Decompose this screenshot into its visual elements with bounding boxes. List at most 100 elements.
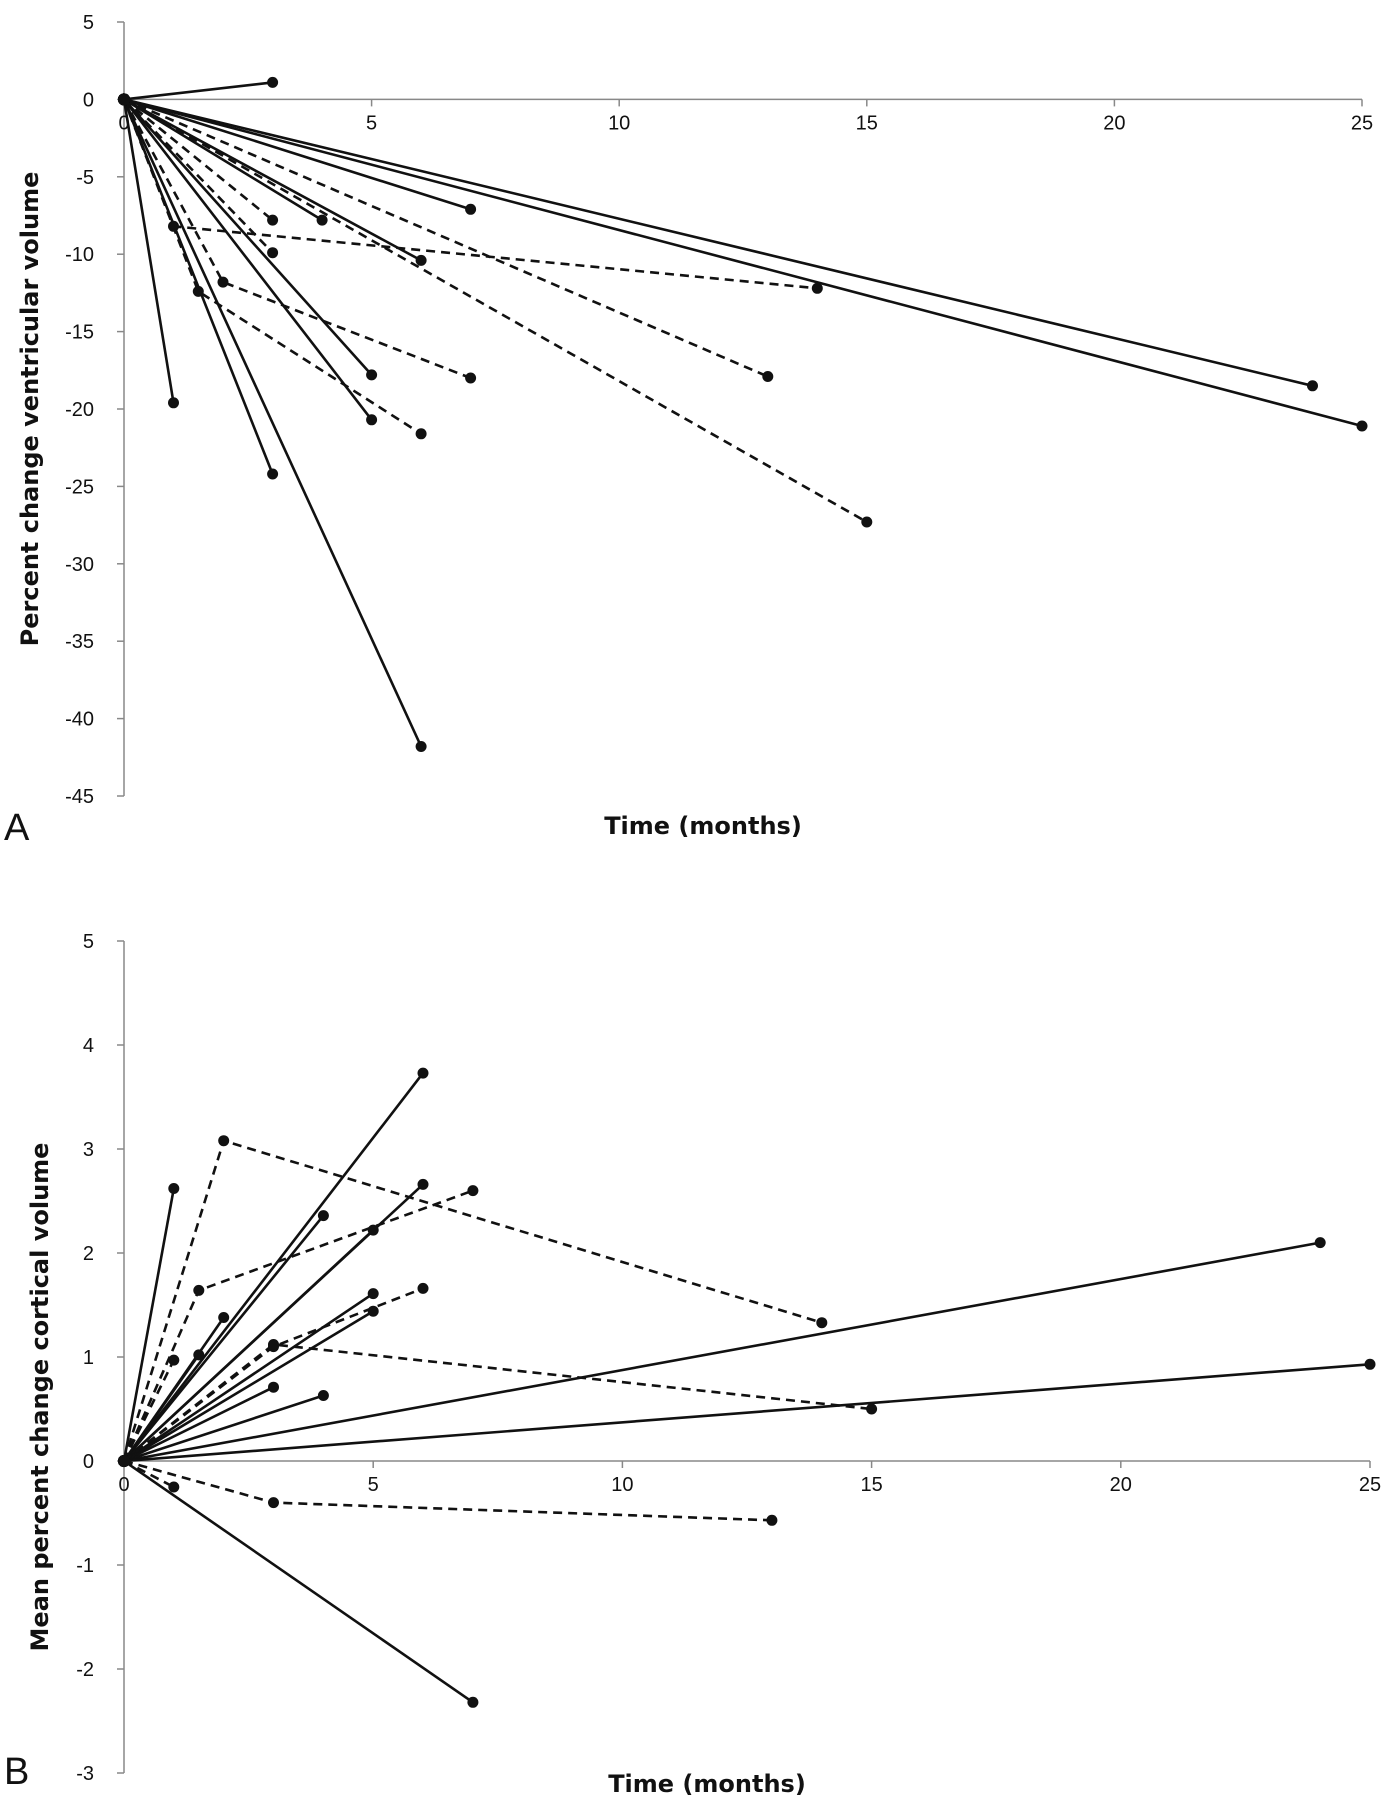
- panel-a-y-tick-label: -35: [65, 631, 94, 653]
- panel-a-series-12-line: [123, 98, 274, 222]
- panel-a-y-tick-label: -10: [65, 244, 94, 266]
- panel-b-series-12-line: [123, 1241, 1321, 1463]
- panel-b-series-1-point: [168, 1183, 180, 1194]
- panel-b-y-tick-label: -2: [76, 1659, 94, 1681]
- panel-b-series-3-line: [122, 1214, 325, 1462]
- panel-a-series-16-point: [465, 372, 477, 384]
- panel-a-y-tick-label: -25: [65, 476, 94, 498]
- panel-b-series-2-point: [417, 1067, 429, 1079]
- panel-b-series-2-line: [122, 1072, 425, 1462]
- panel-a-series-6-point: [465, 203, 477, 215]
- panel-a-y-axis-title: Percent change ventricular volume: [16, 172, 44, 647]
- panel-b-series-21-point: [118, 1455, 130, 1467]
- panel-a-x-tick-label: 20: [1103, 112, 1125, 134]
- panel-b-y-tick-label: 0: [83, 1451, 94, 1473]
- panel-a-series-5-point: [316, 214, 328, 226]
- panel-b-series-6-line: [123, 1292, 374, 1463]
- panel-b-series-lines: [122, 1072, 1371, 1704]
- panel-b-label: B: [4, 1751, 29, 1793]
- panel-a-series-4-line: [122, 98, 423, 748]
- panel-a-x-tick-label: 10: [608, 112, 630, 134]
- panel-a-series-10-point: [1307, 380, 1318, 392]
- panel-a-y-tick-label: -30: [65, 554, 94, 576]
- panel-b-series-7-point: [367, 1305, 379, 1317]
- panel-b-series-10-point: [218, 1312, 230, 1323]
- panel-a-series-8-line: [123, 98, 373, 376]
- panel-b-series-21-point: [268, 1497, 279, 1509]
- panel-a-y-tick-label: -40: [65, 709, 94, 731]
- panel-a-data-points: [118, 76, 1368, 752]
- panel-b-x-tick-label: 25: [1359, 1474, 1381, 1496]
- panel-b-x-tick-label: 0: [118, 1474, 129, 1496]
- panel-b-series-20-line: [123, 1459, 175, 1489]
- panel-b-series-3-point: [317, 1210, 329, 1222]
- panel-a-series-13-line: [123, 98, 274, 254]
- panel-b-series-11-point: [193, 1349, 205, 1361]
- panel-a-series-1-line: [123, 81, 273, 101]
- panel-b-y-tick-label: 5: [83, 931, 94, 953]
- panel-a-series-17-point: [762, 371, 774, 382]
- panel-b-x-axis-title: Time (months): [608, 1770, 806, 1798]
- panel-b-series-12-point: [1314, 1237, 1326, 1249]
- panel-a-tick-labels: 5 0 -5 -10 -15 -20 -25 -30 -35 -40 -45 0 5 10 15 20 25: [65, 12, 1373, 808]
- panel-b-x-tick-label: 5: [368, 1474, 379, 1496]
- panel-b-x-tick-label: 20: [1110, 1474, 1132, 1496]
- panel-a-series-11-point: [1356, 420, 1368, 432]
- panel-b-series-8-line: [123, 1386, 275, 1463]
- panel-b-series-6-point: [367, 1288, 379, 1300]
- panel-b-series-9-point: [317, 1390, 329, 1401]
- panel-b-series-21-point: [766, 1514, 778, 1526]
- panel-b-y-tick-label: 2: [83, 1243, 94, 1265]
- panel-b-series-14-point: [467, 1696, 479, 1708]
- panel-a-chart: 5 0 -5 -10 -15 -20 -25 -30 -35 -40 -45 0 5 10 15 20 25 T…: [4, 12, 1373, 849]
- panel-a-y-tick-label: -20: [65, 399, 94, 421]
- panel-a-y-tick-label: 0: [83, 89, 94, 111]
- panel-b-series-1-line: [122, 1188, 176, 1462]
- panel-b-series-18-point: [417, 1282, 429, 1294]
- panel-a-series-15-point: [415, 428, 427, 440]
- panel-a-series-2-point: [168, 397, 179, 409]
- panel-a-series-18-point: [861, 516, 873, 528]
- panel-b-series-15-point: [816, 1317, 828, 1329]
- panel-a-series-14-point: [811, 282, 823, 294]
- panel-b-series-21-line: [123, 1459, 772, 1522]
- panel-a-series-18-point: [118, 93, 130, 106]
- panel-b-series-16-point: [467, 1185, 479, 1197]
- panel-a-series-7-point: [415, 254, 427, 266]
- panel-b-series-13-point: [1364, 1358, 1376, 1370]
- panel-a-x-tick-label: 0: [118, 112, 129, 134]
- panel-b-series-19-point: [866, 1403, 878, 1415]
- panel-a-series-7-line: [123, 98, 422, 262]
- panel-a-series-2-line: [122, 99, 175, 404]
- panel-a-series-9-line: [122, 98, 373, 421]
- panel-a-series-3-point: [267, 468, 279, 480]
- panel-b-y-tick-label: 1: [83, 1347, 94, 1369]
- panel-a-y-tick-label: -5: [76, 167, 94, 189]
- panel-a-label: A: [4, 807, 30, 849]
- panel-a-x-tick-label: 5: [366, 112, 377, 134]
- panel-b-series-7-line: [123, 1310, 374, 1463]
- panel-b-series-17-point: [168, 1354, 180, 1366]
- panel-a-x-tick-label: 25: [1351, 112, 1373, 134]
- panel-a-series-13-point: [267, 247, 279, 259]
- panel-b-series-19-point: [268, 1339, 279, 1350]
- panel-b-series-8-point: [268, 1381, 279, 1393]
- panel-b-series-16-point: [193, 1284, 205, 1296]
- panel-a-series-lines: [122, 81, 1363, 748]
- panel-b-axes: [117, 940, 1371, 1774]
- panel-a-series-14-point: [168, 220, 179, 232]
- panel-a-series-4-point: [415, 741, 427, 752]
- panel-b-series-4-point: [417, 1178, 429, 1190]
- panel-b-series-13-line: [123, 1363, 1371, 1463]
- panel-a-series-9-point: [366, 414, 378, 426]
- panel-b-data-points: [118, 1067, 1376, 1708]
- panel-b-y-tick-label: -3: [76, 1763, 94, 1785]
- panel-a-series-16-point: [217, 276, 229, 288]
- panel-b-y-tick-label: -1: [76, 1555, 94, 1577]
- panel-a-series-6-line: [123, 98, 471, 211]
- panel-b-y-tick-label: 3: [83, 1139, 94, 1161]
- panel-b-series-20-point: [168, 1481, 180, 1493]
- panel-a-x-axis-title: Time (months): [604, 812, 802, 840]
